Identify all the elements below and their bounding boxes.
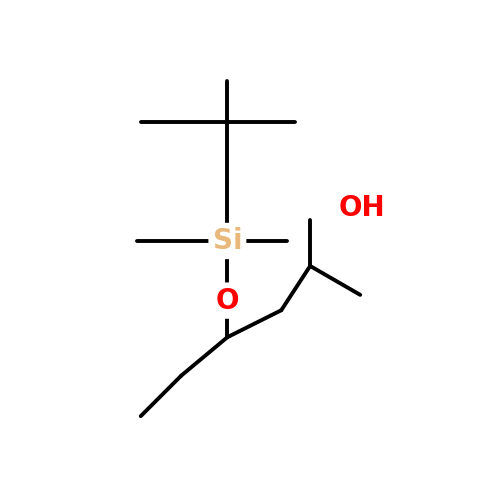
Text: OH: OH (339, 194, 386, 222)
Text: Si: Si (212, 227, 242, 255)
Text: O: O (216, 286, 239, 314)
